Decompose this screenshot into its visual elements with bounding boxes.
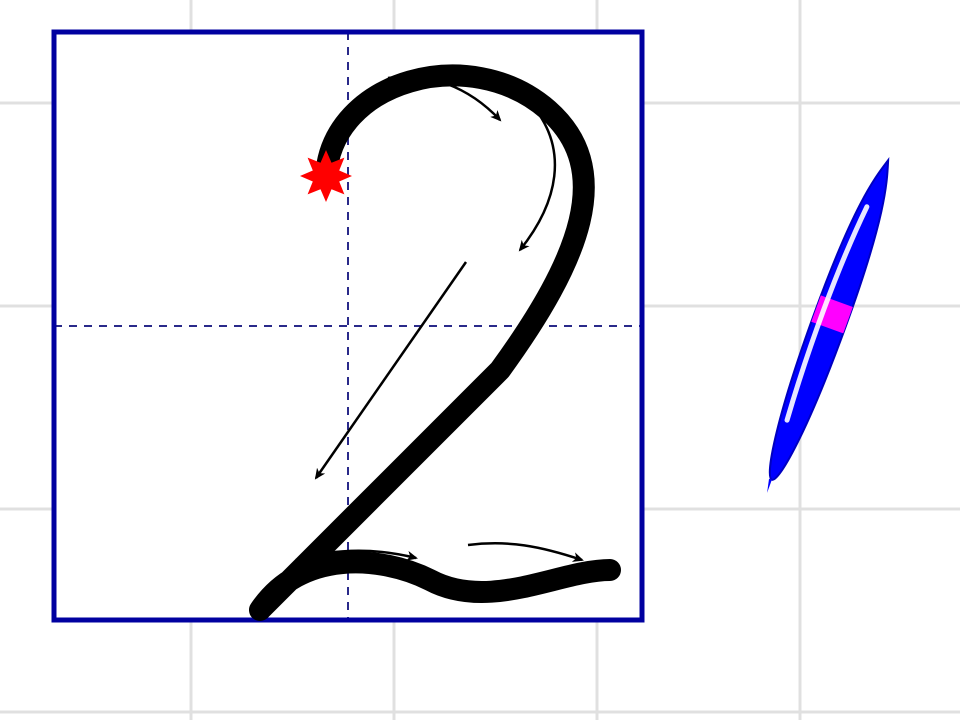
start-marker-icon <box>300 150 352 202</box>
diagram-svg <box>0 0 960 720</box>
handwriting-diagram <box>0 0 960 720</box>
